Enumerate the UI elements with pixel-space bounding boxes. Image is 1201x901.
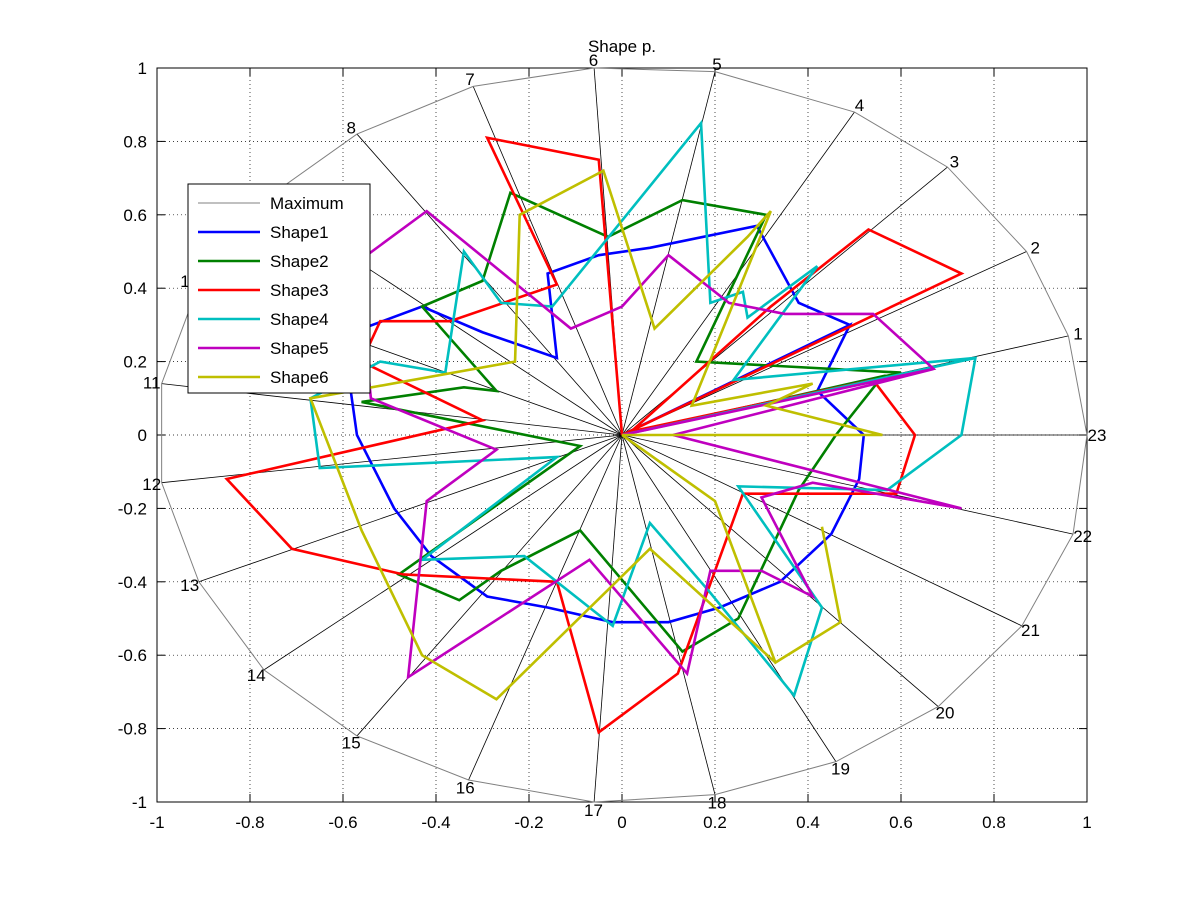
x-tick-label: 0 xyxy=(617,813,626,832)
spoke-line xyxy=(621,251,1027,436)
x-tick-label: -0.6 xyxy=(328,813,357,832)
legend-label: Shape5 xyxy=(270,339,329,358)
x-tick-label: 0.6 xyxy=(889,813,913,832)
spoke-line xyxy=(198,434,623,583)
legend-label: Shape6 xyxy=(270,368,329,387)
legend-label: Shape3 xyxy=(270,281,329,300)
y-tick-label: -1 xyxy=(132,793,147,812)
spoke-label: 6 xyxy=(589,51,598,70)
spoke-label: 13 xyxy=(180,576,199,595)
x-tick-label: -1 xyxy=(149,813,164,832)
x-tick-label: -0.4 xyxy=(421,813,450,832)
y-tick-label: 0 xyxy=(138,426,147,445)
spoke-label: 20 xyxy=(936,703,955,722)
legend-label: Shape2 xyxy=(270,252,329,271)
spoke-line xyxy=(621,71,716,436)
spoke-line xyxy=(593,434,623,803)
spoke-label: 19 xyxy=(831,760,850,779)
spoke-label: 8 xyxy=(347,118,356,137)
spoke-line xyxy=(621,434,837,762)
y-tick-label: 0.6 xyxy=(123,206,147,225)
spoke-label: 16 xyxy=(456,779,475,798)
spoke-label: 11 xyxy=(143,373,161,392)
spoke-label: 5 xyxy=(712,55,721,74)
spoke-label: 22 xyxy=(1073,527,1092,546)
spoke-label: 2 xyxy=(1030,239,1039,258)
series-line-shape6 xyxy=(308,168,883,701)
spoke-label: 14 xyxy=(247,666,266,685)
spoke-line xyxy=(356,434,623,737)
spoke-line xyxy=(263,434,623,671)
y-tick-label: 0.4 xyxy=(123,279,147,298)
x-tick-label: 0.2 xyxy=(703,813,727,832)
spoke-label: 7 xyxy=(465,70,474,89)
legend-box xyxy=(187,183,371,394)
y-tick-label: -0.8 xyxy=(118,720,147,739)
y-tick-label: -0.2 xyxy=(118,499,147,518)
spoke-label: 4 xyxy=(855,96,864,115)
spoke-label: 23 xyxy=(1088,426,1107,445)
spoke-label: 21 xyxy=(1021,621,1040,640)
y-tick-label: 0.8 xyxy=(123,132,147,151)
spoke-line xyxy=(621,434,716,795)
x-tick-label: -0.8 xyxy=(235,813,264,832)
x-tick-label: -0.2 xyxy=(514,813,543,832)
spoke-line xyxy=(621,434,1074,535)
spoke-line xyxy=(356,133,623,436)
legend-label: Shape1 xyxy=(270,223,329,242)
spoke-label: 1 xyxy=(1073,325,1082,344)
spoke-label: 3 xyxy=(950,152,959,171)
y-tick-label: 0.2 xyxy=(123,353,147,372)
tick-labels: -1 -0.8 -0.6 -0.4 -0.2 0 0.2 0.4 0.6 0.8 1 -1 -0.8 -0… xyxy=(118,59,1092,832)
series-line-shape5 xyxy=(355,209,962,680)
legend-label: Shape4 xyxy=(270,310,329,329)
y-tick-label: -0.6 xyxy=(118,646,147,665)
series-line-shape2 xyxy=(361,190,902,654)
x-tick-label: 0.4 xyxy=(796,813,820,832)
x-tick-label: 0.8 xyxy=(982,813,1006,832)
y-tick-label: 1 xyxy=(138,59,147,78)
spoke-line xyxy=(161,434,623,484)
legend: Maximum Shape1 Shape2 Shape3 Shape4 Shape5 Sha… xyxy=(187,183,371,394)
maximum-line xyxy=(161,67,1088,803)
spoke-label: 12 xyxy=(142,475,161,494)
spoke-line xyxy=(472,86,623,436)
maximum-boundary xyxy=(161,67,1088,803)
spoke-line xyxy=(621,434,939,707)
series-line-shape4 xyxy=(309,119,978,699)
spoke-label: 17 xyxy=(584,801,603,820)
series-lines xyxy=(224,119,978,735)
y-tick-label: -0.4 xyxy=(118,573,147,592)
x-tick-label: 1 xyxy=(1082,813,1091,832)
legend-label: Maximum xyxy=(270,194,344,213)
spoke-label: 15 xyxy=(342,734,361,753)
spoke-label: 18 xyxy=(708,793,727,812)
chart-title: Shape p. xyxy=(588,37,656,56)
